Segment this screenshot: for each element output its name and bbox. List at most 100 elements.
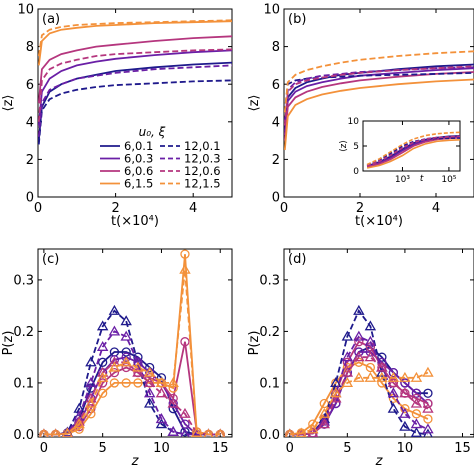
data-point [341,366,354,377]
series-line-12,0.1 [284,72,474,113]
y-tick-label: 0.3 [259,273,280,288]
x-tick-label: 4 [189,201,197,216]
inset-series-line [366,131,460,166]
data-point [132,356,144,367]
data-point [387,387,400,398]
data-point [120,356,132,367]
data-point [354,347,364,357]
x-tick-label: 10⁵ [441,175,456,185]
y-axis-label: ⟨z⟩ [1,95,16,112]
data-point [96,366,109,377]
data-point [121,352,131,362]
data-point [50,428,61,437]
data-point [423,388,433,398]
data-point [121,347,131,357]
data-point [155,387,168,398]
data-point [132,366,144,377]
series-line-12,0.1 [43,309,221,436]
series-line-12,0.6 [289,356,429,436]
x-tick-label: 5 [99,441,107,456]
data-point [179,407,191,418]
y-tick-label: 0.1 [13,376,34,391]
data-point [143,377,156,388]
data-point [341,351,354,362]
data-point [143,397,156,408]
data-point [120,315,132,326]
legend-label: 6,1.5 [124,177,153,191]
data-point [387,377,400,388]
inset-plot-area [366,131,460,169]
data-point [180,428,190,437]
data-point [96,320,109,331]
data-point [121,378,131,388]
data-point [39,428,49,437]
series-line-12,0.1 [38,79,232,145]
data-point [399,420,411,431]
axes-frame [283,8,474,198]
data-point [410,397,423,408]
x-tick-label: 2 [356,201,364,216]
data-point [132,361,144,372]
data-point [307,423,319,434]
data-point [399,407,411,418]
data-point [422,402,434,413]
data-point [85,356,97,367]
x-tick-label: 15 [212,441,229,456]
x-tick-label: 0 [286,441,294,456]
y-tick-label: 6 [272,78,280,93]
y-tick-label: 2 [272,153,280,168]
legend-label: 12,0.3 [184,152,221,166]
inset-y-axis-label: ⟨z⟩ [339,140,349,152]
data-point [133,378,143,388]
x-tick-label: 0 [280,201,288,216]
data-point [410,418,423,429]
data-point [168,383,178,393]
data-point [203,428,214,437]
series-line-12,1.5 [43,269,221,436]
y-tick-label: 0 [353,167,359,177]
data-point [377,378,387,388]
panel-label: (b) [288,12,306,27]
data-point [400,404,410,414]
legend-label: 12,0.1 [184,139,221,153]
y-tick-label: 4 [272,115,280,130]
legend-label: 6,0.6 [124,164,153,178]
panel-label: (a) [42,12,60,27]
panel-b: 0 2 4 0 2 4 6 8 10 (b) t(×10⁴) ⟨z⟩ 10³ 10⁵ 0 5 10 t ⟨z⟩ [247,3,474,229]
data-point [108,325,121,336]
series-line-6,1.5 [43,254,221,436]
plot-area [38,19,232,145]
x-axis-label: z [375,454,384,468]
series-line-6,0.6 [284,71,474,141]
y-tick-label: 0.0 [13,428,34,443]
axes-frame [283,248,474,438]
y-tick-label: 4 [26,115,34,130]
series-line-12,1.5 [38,19,232,57]
data-point [388,367,399,378]
y-tick-label: 10 [348,117,360,127]
series-line-12,0.3 [43,330,221,436]
legend-label: 6,0.3 [124,152,153,166]
y-tick-label: 0.1 [259,376,280,391]
data-point [341,377,354,388]
plot-area [39,249,226,437]
data-point [167,425,179,436]
data-point [387,371,400,382]
series-line-6,1.5 [284,78,474,151]
data-point [284,428,295,437]
data-point [399,371,411,382]
data-point [422,423,434,434]
legend: u₀, ξ6,0.16,0.36,0.66,1.512,0.112,0.312,… [100,125,221,191]
legend-label: 12,1.5 [184,177,221,191]
plot-area [284,50,474,151]
data-point [423,428,433,437]
y-tick-label: 0.0 [259,428,280,443]
data-point [179,263,191,274]
data-point [399,387,411,398]
data-point [423,414,433,424]
series-line-6,1.5 [38,20,232,66]
data-point [120,330,132,341]
x-tick-label: 10³ [395,175,410,185]
